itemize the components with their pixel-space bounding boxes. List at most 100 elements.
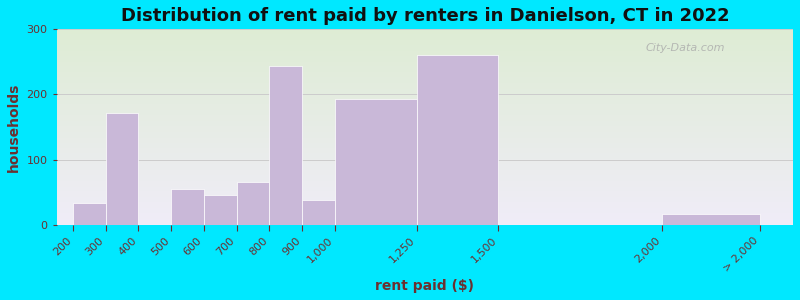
Bar [57,40,793,41]
Bar [57,42,793,43]
Bar [57,144,793,145]
Bar [57,37,793,38]
Bar [57,131,793,132]
Bar [171,189,204,225]
Bar [57,114,793,115]
Bar [57,96,793,97]
Bar [57,64,793,65]
Bar [57,83,793,84]
Bar [57,164,793,165]
Bar [57,90,793,91]
Bar [57,218,793,219]
Bar [57,31,793,32]
Bar [57,120,793,121]
Bar [57,50,793,51]
Bar [57,196,793,197]
Bar [57,140,793,141]
Bar [57,213,793,214]
Bar [57,47,793,48]
Bar [57,212,793,213]
Bar [204,195,237,225]
Bar [57,208,793,209]
Bar [57,108,793,110]
Bar [57,173,793,174]
Bar [57,157,793,158]
Bar [57,141,793,142]
Bar [57,154,793,155]
Bar [57,118,793,119]
Bar [57,182,793,183]
Bar [73,203,106,225]
Bar [106,112,138,225]
Bar [57,66,793,68]
Bar [57,46,793,47]
Bar [57,217,793,218]
Bar [237,182,270,225]
Bar [57,77,793,78]
Bar [57,215,793,216]
Bar [57,201,793,202]
Bar [57,115,793,116]
Bar [57,62,793,64]
Bar [57,97,793,98]
Bar [57,139,793,140]
Bar [57,95,793,96]
Bar [57,206,793,207]
Bar [57,73,793,74]
Bar [57,163,793,164]
Bar [57,214,793,215]
Bar [57,166,793,167]
Bar [57,210,793,211]
Bar [57,224,793,225]
Bar [57,53,793,54]
Bar [57,84,793,85]
Bar [57,99,793,100]
Bar [57,87,793,88]
Bar [57,45,793,46]
Bar [57,134,793,135]
Bar [57,150,793,152]
Bar [57,117,793,118]
Bar [57,52,793,53]
Bar [57,181,793,182]
Bar [57,78,793,79]
Bar [57,137,793,138]
Bar [57,132,793,133]
Text: City-Data.com: City-Data.com [646,43,726,53]
Bar [57,146,793,148]
Bar [57,48,793,49]
Bar [57,71,793,72]
Bar [57,106,793,107]
Bar [57,191,793,192]
Bar [57,41,793,42]
Bar [57,60,793,61]
Bar [57,111,793,112]
Bar [57,220,793,221]
Bar [57,197,793,198]
Bar [57,161,793,162]
Bar [57,112,793,113]
Bar [57,222,793,223]
Bar [57,100,793,101]
Bar [57,169,793,170]
Bar [57,148,793,149]
Bar [57,177,793,178]
Bar [57,136,793,137]
Y-axis label: households: households [7,82,21,172]
Bar [57,209,793,210]
Bar [57,107,793,108]
Bar [57,199,793,200]
Bar [57,183,793,184]
Bar [57,198,793,199]
Bar [57,178,793,179]
Bar [57,39,793,40]
Bar [57,223,793,224]
Bar [335,99,417,225]
Bar [57,68,793,69]
Bar [57,180,793,181]
Bar [57,76,793,77]
Bar [57,129,793,130]
Bar [57,187,793,188]
Bar [57,203,793,204]
Bar [57,184,793,186]
